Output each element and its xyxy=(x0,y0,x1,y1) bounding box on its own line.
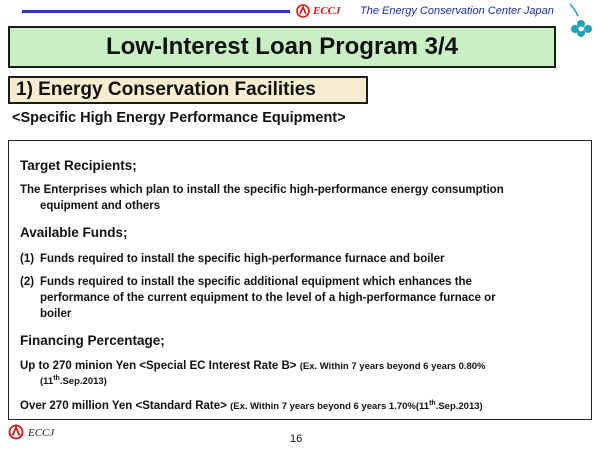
funds-item-1-num: (1) xyxy=(20,253,35,265)
funds-heading: Available Funds; xyxy=(20,225,128,240)
financing-row-1-date: (11th.Sep.2013) xyxy=(40,375,107,388)
financing-row-1: Up to 270 minion Yen <Special EC Interes… xyxy=(20,359,486,374)
header-brand: ECCJ xyxy=(313,5,341,17)
funds-item-2-num: (2) xyxy=(20,276,35,288)
eccj-logo-icon xyxy=(296,4,310,18)
page-title: Low-Interest Loan Program 3/4 xyxy=(105,33,459,60)
header-bar: ECCJ The Energy Conservation Center Japa… xyxy=(22,4,562,18)
content-box: Target Recipients; The Enterprises which… xyxy=(8,140,592,420)
financing-row-2-note: (Ex. Within 7 years beyond 6 years 1.70%… xyxy=(230,400,483,413)
target-line-1: The Enterprises which plan to install th… xyxy=(20,184,504,196)
title-banner: Low-Interest Loan Program 3/4 xyxy=(8,26,556,68)
funds-item-2-line-1: Funds required to install the specific a… xyxy=(40,276,472,288)
header-organization: The Energy Conservation Center Japan xyxy=(360,5,554,17)
target-line-2: equipment and others xyxy=(40,200,161,212)
funds-item-2-line-2: performance of the current equipment to … xyxy=(40,292,496,304)
financing-heading: Financing Percentage; xyxy=(20,333,165,348)
financing-row-1-note: (Ex. Within 7 years beyond 6 years 0.80% xyxy=(299,361,486,372)
clover-icon xyxy=(569,3,592,37)
subheading: <Specific High Energy Performance Equipm… xyxy=(12,110,346,126)
funds-item-1: Funds required to install the specific h… xyxy=(40,253,445,265)
page-number: 16 xyxy=(290,433,303,445)
financing-row-2: Over 270 million Yen <Standard Rate> (Ex… xyxy=(20,396,483,414)
footer-logo-icon xyxy=(8,424,24,440)
section-title: 1) Energy Conservation Facilities xyxy=(16,79,316,100)
funds-item-2-line-3: boiler xyxy=(40,308,72,320)
header-rule xyxy=(22,10,290,13)
footer-brand: ECCJ xyxy=(28,427,55,439)
financing-row-2-main: Over 270 million Yen <Standard Rate> xyxy=(20,400,227,413)
target-heading: Target Recipients; xyxy=(20,158,137,173)
financing-row-1-main: Up to 270 minion Yen <Special EC Interes… xyxy=(20,360,297,372)
section-banner: 1) Energy Conservation Facilities xyxy=(8,76,368,104)
